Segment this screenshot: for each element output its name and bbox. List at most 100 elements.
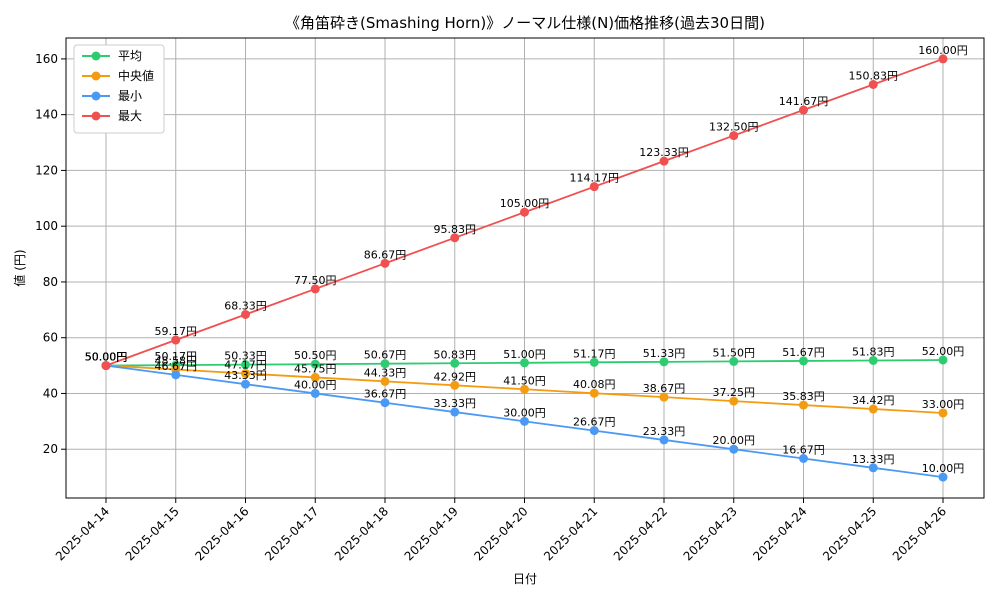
data-label: 48.58円: [155, 355, 198, 368]
data-label: 43.33円: [224, 369, 267, 382]
data-label: 38.67円: [643, 382, 686, 395]
data-point: [729, 396, 739, 406]
data-point: [380, 359, 390, 369]
data-point: [241, 309, 250, 319]
data-label: 16.67円: [782, 443, 825, 456]
data-point: [938, 54, 948, 64]
y-tick-label: 60: [43, 331, 58, 345]
data-point: [589, 426, 599, 436]
data-label: 33.00円: [922, 398, 965, 411]
data-point: [310, 388, 320, 398]
y-tick-label: 100: [35, 219, 58, 233]
data-point: [868, 79, 878, 89]
data-point: [310, 359, 320, 369]
data-label: 50.67円: [364, 349, 407, 362]
data-point: [241, 368, 250, 378]
data-label: 45.75円: [294, 362, 337, 375]
data-label: 51.67円: [782, 346, 825, 359]
data-label: 52.00円: [922, 345, 965, 358]
x-tick-label: 2025-04-22: [611, 504, 670, 563]
data-point: [450, 407, 460, 417]
data-label: 23.33円: [643, 425, 686, 438]
data-label: 105.00円: [500, 197, 550, 210]
data-label: 44.33円: [364, 366, 407, 379]
data-point: [589, 388, 599, 398]
x-tick-label: 2025-04-26: [890, 504, 949, 563]
data-label: 30.00円: [503, 406, 546, 419]
data-label: 77.50円: [294, 274, 337, 287]
data-label: 51.33円: [643, 347, 686, 360]
data-point: [729, 444, 739, 454]
data-label: 34.42円: [852, 394, 895, 407]
data-point: [450, 233, 460, 243]
data-point: [659, 435, 669, 445]
data-point: [799, 453, 808, 463]
data-label: 50.00円: [85, 351, 128, 364]
y-axis-ticks: 20 40 60 80 100 120 140 160: [35, 52, 66, 456]
legend-box: [73, 44, 165, 134]
data-label: 123.33円: [639, 146, 689, 159]
x-tick-label: 2025-04-25: [820, 504, 879, 563]
data-label: 46.67円: [155, 360, 198, 373]
data-label: 20.00円: [713, 434, 756, 447]
legend-label: 最小: [118, 89, 142, 103]
data-point: [380, 376, 390, 386]
data-point: [380, 398, 390, 408]
data-label: 132.50円: [709, 121, 759, 134]
data-point: [729, 356, 739, 366]
x-tick-label: 2025-04-20: [471, 504, 530, 563]
data-label: 40.00円: [294, 378, 337, 391]
y-tick-label: 80: [43, 275, 58, 289]
series-layer: [101, 54, 948, 482]
x-axis-ticks: 2025-04-14 2025-04-15 2025-04-16 2025-04-17…: [53, 498, 949, 563]
y-axis-label: 値 (円): [12, 249, 27, 286]
legend-swatch-marker: [91, 91, 101, 101]
legend-label: 中央値: [118, 68, 154, 83]
data-point: [868, 463, 878, 473]
data-point: [659, 392, 669, 402]
data-label: 10.00円: [922, 462, 965, 475]
data-point: [310, 284, 320, 294]
y-tick-label: 120: [35, 163, 58, 177]
data-point: [171, 370, 181, 380]
data-label: 36.67円: [364, 388, 407, 401]
data-labels: 50.00円 50.17円 50.33円 50.50円 50.67円 50.83円 51.0…: [85, 44, 968, 475]
data-point: [520, 384, 529, 394]
data-point: [450, 380, 460, 390]
data-point: [171, 335, 181, 345]
x-tick-label: 2025-04-15: [123, 504, 182, 563]
data-point: [589, 357, 599, 367]
data-point: [520, 207, 529, 217]
chart-title: 《角笛砕き(Smashing Horn)》ノーマル仕様(N)価格推移(過去30日…: [285, 14, 765, 32]
data-label: 40.08円: [573, 378, 616, 391]
data-label: 50.00円: [85, 351, 128, 364]
data-point: [938, 472, 948, 482]
data-point: [101, 361, 111, 371]
data-label: 59.17円: [155, 325, 198, 338]
data-label: 51.17円: [573, 347, 616, 360]
x-tick-label: 2025-04-18: [332, 504, 391, 563]
y-tick-label: 40: [43, 386, 58, 400]
data-point: [938, 408, 948, 418]
series-2: [101, 361, 948, 482]
data-label: 68.33円: [224, 299, 267, 312]
data-point: [659, 357, 669, 367]
data-label: 86.67円: [364, 248, 407, 261]
x-tick-label: 2025-04-19: [402, 504, 461, 563]
data-label: 35.83円: [782, 390, 825, 403]
data-label: 37.25円: [713, 386, 756, 399]
data-label: 51.50円: [713, 346, 756, 359]
data-point: [659, 156, 669, 166]
data-point: [450, 358, 460, 368]
y-tick-label: 160: [35, 52, 58, 66]
x-tick-label: 2025-04-14: [53, 504, 112, 563]
data-label: 47.17円: [224, 358, 267, 371]
data-point: [799, 356, 808, 366]
legend-swatch-marker: [91, 111, 101, 121]
data-point: [799, 105, 808, 115]
legend-swatch-marker: [91, 51, 101, 61]
data-label: 150.83円: [849, 69, 899, 82]
legend-swatch-marker: [91, 71, 101, 81]
